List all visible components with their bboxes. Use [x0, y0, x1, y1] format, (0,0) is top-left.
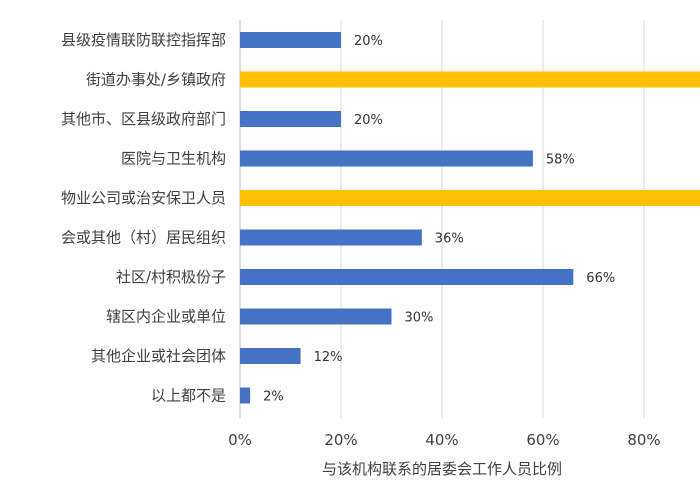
x-tick-labels: 0% 20% 40% 60% 80% — [228, 431, 661, 449]
bar — [240, 308, 392, 325]
bar — [240, 150, 533, 167]
value-label: 2% — [263, 390, 284, 405]
category-label: 街道办事处/乡镇政府 — [86, 71, 226, 89]
bar — [240, 269, 574, 285]
value-label: 30% — [405, 311, 434, 326]
x-tick-label: 60% — [526, 431, 559, 449]
value-label: 12% — [314, 350, 343, 365]
bar — [240, 32, 341, 48]
category-labels: 县级疫情联防联控指挥部街道办事处/乡镇政府其他市、区县级政府部门医院与卫生机构物… — [61, 31, 226, 405]
x-tick-label: 40% — [425, 431, 458, 449]
x-tick-label: 0% — [228, 431, 252, 449]
value-labels: 20% 20% 58% 36% 66% 30% 12% 2% — [263, 34, 615, 405]
category-label: 物业公司或治安保卫人员 — [61, 189, 226, 207]
bar — [240, 229, 422, 246]
value-label: 20% — [354, 113, 383, 128]
x-tick-label: 20% — [324, 431, 357, 449]
bars — [240, 32, 700, 404]
bar — [240, 348, 301, 364]
x-axis-title: 与该机构联系的居委会工作人员比例 — [322, 460, 562, 478]
category-label: 社区/村积极份子 — [116, 268, 226, 286]
value-label: 58% — [546, 153, 575, 168]
category-label: 以上都不是 — [151, 387, 226, 405]
category-label: 县级疫情联防联控指挥部 — [61, 31, 226, 49]
bar — [240, 71, 700, 88]
category-label: 医院与卫生机构 — [121, 150, 226, 168]
bar — [240, 387, 251, 404]
value-label: 20% — [354, 34, 383, 49]
bar — [240, 111, 341, 127]
bar — [240, 190, 700, 206]
value-label: 66% — [586, 271, 615, 286]
x-tick-label: 80% — [627, 431, 660, 449]
value-label: 36% — [435, 232, 464, 247]
category-label: 其他企业或社会团体 — [91, 347, 226, 365]
category-label: 其他市、区县级政府部门 — [61, 110, 226, 128]
category-label: 会或其他（村）居民组织 — [61, 229, 226, 247]
category-label: 辖区内企业或单位 — [106, 308, 226, 326]
